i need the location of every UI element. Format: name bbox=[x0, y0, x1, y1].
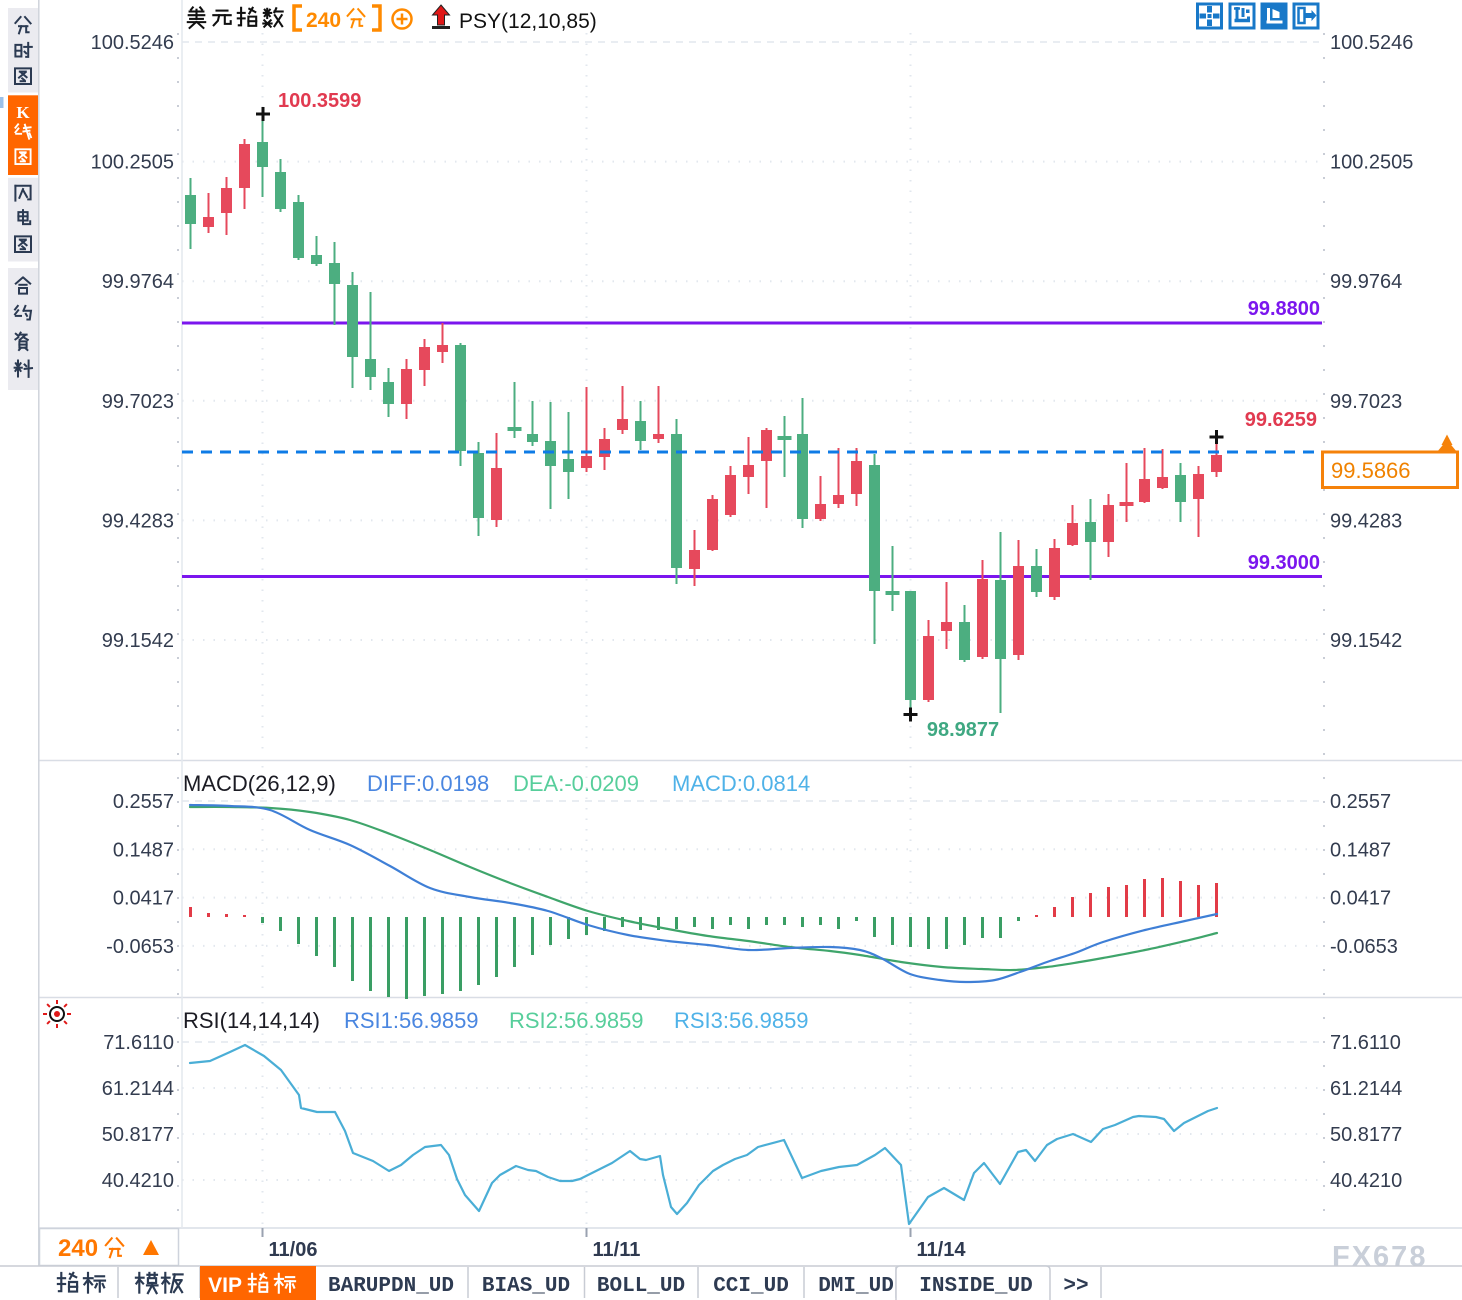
svg-text:DMI_UD: DMI_UD bbox=[818, 1275, 894, 1298]
svg-text:RSI(14,14,14): RSI(14,14,14) bbox=[183, 1008, 320, 1033]
svg-text:DEA:-0.0209: DEA:-0.0209 bbox=[513, 771, 639, 796]
svg-text:99.4283: 99.4283 bbox=[102, 510, 174, 532]
svg-text:BIAS_UD: BIAS_UD bbox=[482, 1275, 570, 1298]
svg-text:K: K bbox=[16, 103, 30, 122]
svg-text:99.7023: 99.7023 bbox=[1330, 391, 1402, 413]
svg-text:50.8177: 50.8177 bbox=[1330, 1124, 1402, 1146]
svg-text:11/06: 11/06 bbox=[269, 1239, 318, 1261]
svg-text:99.6259: 99.6259 bbox=[1245, 409, 1317, 431]
svg-text:99.8800: 99.8800 bbox=[1248, 298, 1320, 320]
svg-text:100.5246: 100.5246 bbox=[1330, 32, 1413, 54]
svg-text:0.1487: 0.1487 bbox=[1330, 839, 1391, 861]
svg-text:71.6110: 71.6110 bbox=[1330, 1032, 1401, 1054]
svg-text:INSIDE_UD: INSIDE_UD bbox=[919, 1275, 1032, 1298]
svg-text:11/14: 11/14 bbox=[917, 1239, 967, 1261]
svg-text:VIP: VIP bbox=[208, 1274, 242, 1297]
svg-text:RSI3:56.9859: RSI3:56.9859 bbox=[674, 1008, 809, 1033]
svg-text:0.1487: 0.1487 bbox=[113, 839, 174, 861]
svg-text:0.0417: 0.0417 bbox=[1330, 888, 1391, 910]
svg-text:99.9764: 99.9764 bbox=[102, 271, 174, 293]
svg-text:MACD(26,12,9): MACD(26,12,9) bbox=[183, 771, 336, 796]
svg-text:DIFF:0.0198: DIFF:0.0198 bbox=[367, 771, 489, 796]
svg-text:99.9764: 99.9764 bbox=[1330, 271, 1402, 293]
svg-text:99.7023: 99.7023 bbox=[102, 391, 174, 413]
svg-text:240: 240 bbox=[58, 1235, 98, 1262]
svg-text:RSI1:56.9859: RSI1:56.9859 bbox=[344, 1008, 479, 1033]
svg-text:98.9877: 98.9877 bbox=[927, 719, 999, 741]
svg-text:99.4283: 99.4283 bbox=[1330, 510, 1402, 532]
svg-text:61.2144: 61.2144 bbox=[102, 1078, 174, 1100]
svg-text:FX678: FX678 bbox=[1332, 1241, 1427, 1273]
svg-text:CCI_UD: CCI_UD bbox=[713, 1275, 789, 1298]
svg-text:0.2557: 0.2557 bbox=[1330, 791, 1391, 813]
svg-text:0.2557: 0.2557 bbox=[113, 791, 174, 813]
svg-text:11/11: 11/11 bbox=[593, 1239, 641, 1261]
svg-text:99.1542: 99.1542 bbox=[102, 630, 174, 652]
svg-text:>>: >> bbox=[1063, 1275, 1088, 1298]
svg-text:40.4210: 40.4210 bbox=[1330, 1170, 1402, 1192]
svg-text:PSY(12,10,85): PSY(12,10,85) bbox=[459, 10, 597, 33]
svg-text:100.2505: 100.2505 bbox=[1330, 152, 1413, 174]
svg-text:100.2505: 100.2505 bbox=[91, 152, 174, 174]
svg-text:71.6110: 71.6110 bbox=[103, 1032, 174, 1054]
svg-text:RSI2:56.9859: RSI2:56.9859 bbox=[509, 1008, 644, 1033]
svg-text:BARUPDN_UD: BARUPDN_UD bbox=[328, 1275, 454, 1298]
svg-text:50.8177: 50.8177 bbox=[102, 1124, 174, 1146]
svg-text:100.5246: 100.5246 bbox=[91, 32, 174, 54]
svg-text:-0.0653: -0.0653 bbox=[106, 936, 174, 958]
svg-text:0.0417: 0.0417 bbox=[113, 888, 174, 910]
svg-text:100.3599: 100.3599 bbox=[278, 90, 361, 112]
svg-text:40.4210: 40.4210 bbox=[102, 1170, 174, 1192]
svg-text:-0.0653: -0.0653 bbox=[1330, 936, 1398, 958]
svg-text:BOLL_UD: BOLL_UD bbox=[597, 1275, 685, 1298]
svg-text:99.5866: 99.5866 bbox=[1331, 458, 1411, 483]
svg-text:99.3000: 99.3000 bbox=[1248, 552, 1320, 574]
svg-text:240: 240 bbox=[306, 9, 341, 32]
svg-text:99.1542: 99.1542 bbox=[1330, 630, 1402, 652]
svg-text:61.2144: 61.2144 bbox=[1330, 1078, 1402, 1100]
svg-text:MACD:0.0814: MACD:0.0814 bbox=[672, 771, 810, 796]
